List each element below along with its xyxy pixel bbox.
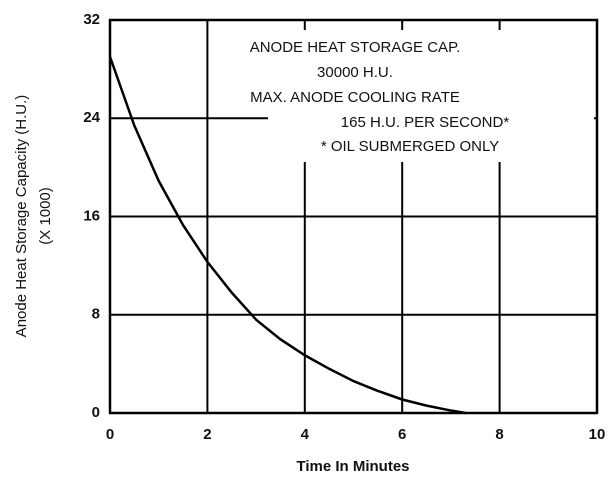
y-tick-label: 16 — [83, 207, 100, 224]
annotation: * OIL SUBMERGED ONLY — [321, 138, 499, 155]
y-axis-label-2: (X 1000) — [37, 187, 54, 245]
line — [108, 56, 466, 415]
annotation: MAX. ANODE COOLING RATE — [250, 89, 460, 106]
x-tick-label: 4 — [301, 426, 310, 443]
x-tick-label: 8 — [495, 426, 503, 443]
x-tick-label: 0 — [106, 426, 114, 443]
x-tick-label: 10 — [589, 426, 606, 443]
plot-frame — [108, 18, 599, 415]
annotation: ANODE HEAT STORAGE CAP. — [250, 39, 461, 56]
y-tick-label: 32 — [83, 11, 100, 28]
x-tick-label: 2 — [203, 426, 211, 443]
x-axis-label: Time In Minutes — [296, 458, 409, 475]
annotation: 30000 H.U. — [317, 64, 393, 81]
x-tick-label: 6 — [398, 426, 406, 443]
y-tick-label: 8 — [92, 306, 100, 323]
y-tick-label: 0 — [92, 404, 100, 421]
annotation-box — [268, 30, 594, 162]
y-axis-label: Anode Heat Storage Capacity (H.U.) — [13, 95, 30, 338]
annotation: 165 H.U. PER SECOND* — [341, 114, 510, 131]
y-tick-label: 24 — [83, 109, 100, 126]
